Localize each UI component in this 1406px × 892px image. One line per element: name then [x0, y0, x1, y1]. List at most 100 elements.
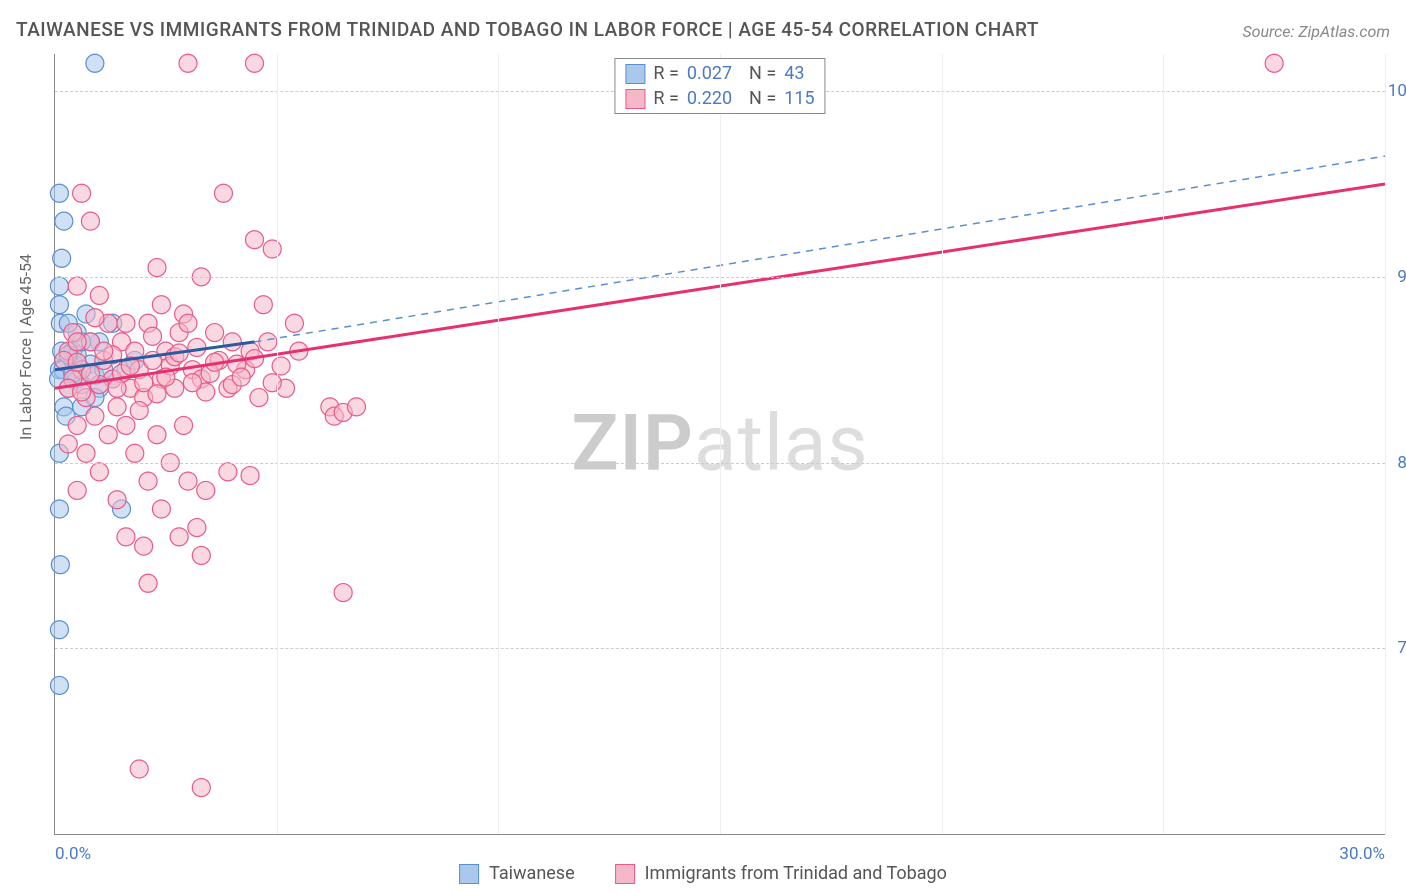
scatter-point: [148, 426, 166, 444]
scatter-point: [90, 463, 108, 481]
legend-n-label: N =: [740, 88, 776, 109]
scatter-point: [192, 546, 210, 564]
scatter-point: [50, 621, 68, 639]
ytick-label: 80.0%: [1387, 453, 1406, 473]
scatter-point: [108, 491, 126, 509]
legend-row-trinidad: R = 0.220 N = 115: [625, 86, 814, 111]
scatter-point: [347, 398, 365, 416]
scatter-point: [232, 368, 250, 386]
legend-n-label: N =: [740, 63, 776, 84]
trend-line: [255, 156, 1386, 342]
scatter-point: [50, 676, 68, 694]
scatter-point: [241, 467, 259, 485]
scatter-point: [179, 314, 197, 332]
legend-row-taiwanese: R = 0.027 N = 43: [625, 61, 814, 86]
scatter-point: [272, 357, 290, 375]
scatter-point: [117, 314, 135, 332]
scatter-point: [214, 184, 232, 202]
scatter-point: [259, 333, 277, 351]
source-attribution: Source: ZipAtlas.com: [1242, 22, 1390, 41]
legend-swatch-taiwanese: [625, 64, 645, 84]
scatter-point: [170, 528, 188, 546]
scatter-point: [188, 519, 206, 537]
scatter-point: [130, 760, 148, 778]
scatter-point: [175, 416, 193, 434]
legend-r-value-taiwanese: 0.027: [687, 63, 732, 84]
ytick-label: 70.0%: [1387, 638, 1406, 658]
scatter-point: [219, 463, 237, 481]
scatter-point: [135, 537, 153, 555]
scatter-point: [263, 374, 281, 392]
legend-label-taiwanese: Taiwanese: [489, 863, 575, 884]
ytick-label: 100.0%: [1387, 81, 1406, 101]
scatter-point: [50, 277, 68, 295]
scatter-point: [144, 327, 162, 345]
scatter-point: [183, 374, 201, 392]
scatter-point: [86, 54, 104, 72]
scatter-point: [99, 426, 117, 444]
legend-r-value-trinidad: 0.220: [687, 88, 732, 109]
scatter-point: [108, 379, 126, 397]
scatter-point: [126, 444, 144, 462]
correlation-legend: R = 0.027 N = 43 R = 0.220 N = 115: [614, 58, 825, 114]
scatter-point: [53, 249, 71, 267]
xtick-label: 30.0%: [1339, 844, 1385, 864]
scatter-point: [117, 416, 135, 434]
scatter-point: [188, 338, 206, 356]
ytick-label: 90.0%: [1387, 267, 1406, 287]
scatter-point: [50, 296, 68, 314]
scatter-point: [148, 259, 166, 277]
scatter-point: [130, 402, 148, 420]
scatter-point: [86, 407, 104, 425]
gridline-vertical: [498, 54, 499, 834]
y-axis-label: In Labor Force | Age 45-54: [16, 254, 35, 440]
scatter-point: [152, 500, 170, 518]
legend-swatch-trinidad: [625, 89, 645, 109]
series-legend: Taiwanese Immigrants from Trinidad and T…: [459, 863, 947, 884]
scatter-point: [152, 296, 170, 314]
scatter-point: [334, 584, 352, 602]
plot-area: ZIPatlas R = 0.027 N = 43 R = 0.220 N = …: [54, 54, 1385, 835]
scatter-point: [246, 54, 264, 72]
scatter-point: [223, 333, 241, 351]
scatter-point: [285, 314, 303, 332]
scatter-point: [139, 574, 157, 592]
legend-r-label: R =: [653, 63, 678, 84]
scatter-point: [68, 333, 86, 351]
legend-label-trinidad: Immigrants from Trinidad and Tobago: [645, 863, 947, 884]
scatter-point: [139, 472, 157, 490]
scatter-point: [50, 500, 68, 518]
scatter-point: [86, 309, 104, 327]
scatter-point: [263, 240, 281, 258]
title-bar: TAIWANESE VS IMMIGRANTS FROM TRINIDAD AN…: [16, 18, 1390, 41]
scatter-point: [68, 481, 86, 499]
legend-swatch-taiwanese-bottom: [459, 864, 479, 884]
chart-title: TAIWANESE VS IMMIGRANTS FROM TRINIDAD AN…: [16, 18, 1039, 41]
scatter-point: [179, 472, 197, 490]
scatter-point: [192, 779, 210, 797]
gridline-vertical: [277, 54, 278, 834]
scatter-point: [254, 296, 272, 314]
scatter-point: [148, 385, 166, 403]
scatter-point: [55, 212, 73, 230]
scatter-point: [59, 435, 77, 453]
gridline-vertical: [942, 54, 943, 834]
scatter-point: [81, 212, 99, 230]
scatter-point: [250, 389, 268, 407]
scatter-point: [197, 481, 215, 499]
scatter-point: [73, 184, 91, 202]
legend-swatch-trinidad-bottom: [615, 864, 635, 884]
scatter-point: [68, 416, 86, 434]
scatter-point: [108, 398, 126, 416]
legend-n-value-trinidad: 115: [784, 88, 814, 109]
scatter-point: [50, 184, 68, 202]
gridline-vertical: [1385, 54, 1386, 834]
scatter-point: [68, 277, 86, 295]
gridline-vertical: [1163, 54, 1164, 834]
scatter-point: [95, 342, 113, 360]
scatter-point: [51, 556, 69, 574]
legend-n-value-taiwanese: 43: [784, 63, 804, 84]
gridline-vertical: [720, 54, 721, 834]
scatter-point: [117, 528, 135, 546]
legend-r-label: R =: [653, 88, 678, 109]
